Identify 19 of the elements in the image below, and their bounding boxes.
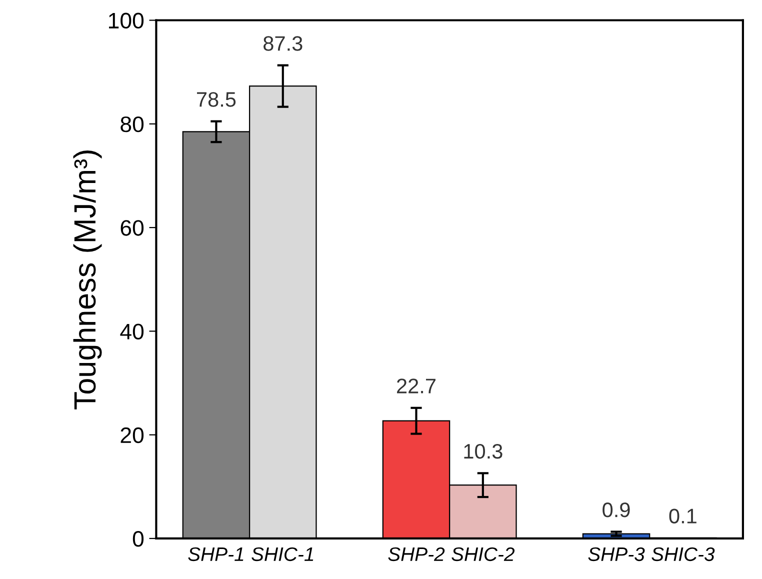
- x-tick-label: SHP-3: [588, 547, 645, 562]
- x-tick-label: SHP-2: [388, 547, 445, 562]
- x-tick-label: SHIC-1: [252, 547, 314, 562]
- data-label: 10.3: [464, 444, 502, 459]
- y-tick-label: 80: [120, 116, 144, 132]
- data-label: 78.5: [197, 92, 236, 107]
- y-tick-label: 20: [120, 427, 144, 444]
- data-label: 0.1: [669, 508, 696, 524]
- x-tick-label: SHP-1: [188, 547, 244, 562]
- y-tick-label: 40: [120, 324, 144, 340]
- y-tick-label: 0: [132, 531, 144, 547]
- y-tick-label: 60: [120, 220, 144, 236]
- data-label: 87.3: [264, 36, 302, 51]
- x-tick-label: SHIC-2: [452, 547, 515, 562]
- data-label: 22.7: [397, 378, 436, 394]
- x-tick-label: SHIC-3: [652, 547, 715, 562]
- data-label: 0.9: [602, 502, 630, 518]
- y-tick-label: 100: [109, 12, 144, 29]
- y-axis-title: Toughness (MJ/m³): [73, 150, 102, 410]
